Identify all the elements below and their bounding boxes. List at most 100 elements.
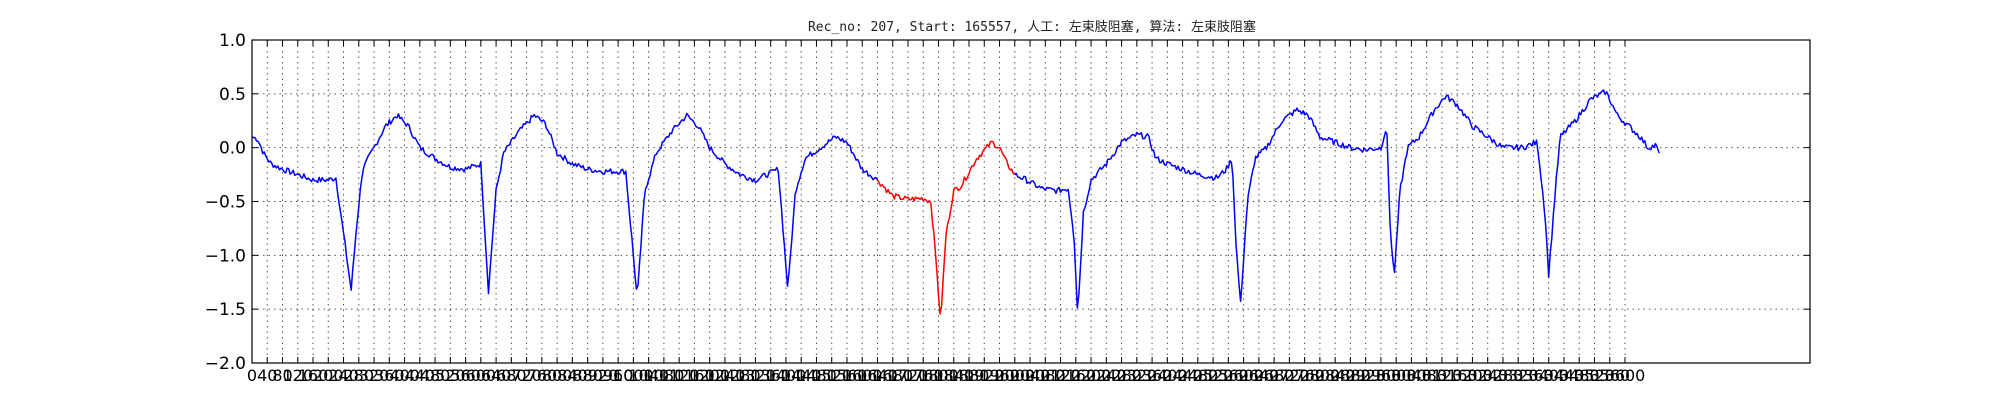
x-tick-label: 2960: [1361, 366, 1402, 385]
y-axis: 1.0 0.5 0.0 −0.5 −1.0 −1.5 −2.0: [205, 31, 1810, 374]
x-tick-label: 1240: [705, 366, 746, 385]
x-tick-label: 1840: [933, 366, 974, 385]
x-tick-label: 2720: [1269, 366, 1310, 385]
x-tick-label: 840: [557, 366, 588, 385]
x-tick-label: 1000: [613, 366, 654, 385]
x-tick-label: 1560: [827, 366, 868, 385]
y-tick-label: −0.5: [205, 193, 246, 213]
x-tick-label: 2440: [1162, 366, 1203, 385]
x-tick-label: 1320: [735, 366, 776, 385]
x-tick-label: 3440: [1544, 366, 1585, 385]
chart-title: Rec_no: 207, Start: 165557, 人工: 左束肢阻塞, 算…: [808, 19, 1256, 35]
x-tick-label: 120: [282, 366, 313, 385]
x-tick-label: 2520: [1193, 366, 1234, 385]
x-tick-label: 1720: [888, 366, 929, 385]
x-tick-label: 240: [328, 366, 359, 385]
x-tick-label: 1480: [796, 366, 837, 385]
grid: [252, 40, 1810, 363]
x-tick-label: 960: [603, 366, 634, 385]
x-tick-label: 2240: [1086, 366, 1127, 385]
x-tick-label: 1760: [903, 366, 944, 385]
x-tick-label: 2120: [1040, 366, 1081, 385]
x-tick-label: 760: [527, 366, 558, 385]
x-tick-label: 2160: [1055, 366, 1096, 385]
x-tick-label: 3480: [1559, 366, 1600, 385]
x-tick-label: 3600: [1605, 366, 1646, 385]
x-tick-label: 160: [298, 366, 329, 385]
x-tick-label: 320: [359, 366, 390, 385]
x-tick-label: 3560: [1589, 366, 1630, 385]
x-tick-label: 2800: [1300, 366, 1341, 385]
x-tick-label: 1040: [628, 366, 669, 385]
y-tick-label: −1.0: [205, 246, 246, 266]
x-tick-label: 360: [374, 366, 405, 385]
x-tick-label: 0: [247, 366, 257, 385]
x-tick-label: 1360: [750, 366, 791, 385]
x-tick-label: 3160: [1437, 366, 1478, 385]
x-axis: 0 408012016020024028032036040044048052056…: [247, 40, 1645, 385]
x-tick-label: 1880: [949, 366, 990, 385]
x-tick-label: 3200: [1452, 366, 1493, 385]
x-tick-label: 2600: [1223, 366, 1264, 385]
x-tick-label: 3040: [1391, 366, 1432, 385]
x-tick-label: 440: [405, 366, 436, 385]
x-tick-label: 1200: [689, 366, 730, 385]
x-tick-label: 3360: [1513, 366, 1554, 385]
x-tick-label: 2000: [994, 366, 1035, 385]
y-tick-label: −1.5: [205, 300, 246, 320]
x-tick-label: 3320: [1498, 366, 1539, 385]
x-tick-label: 600: [466, 366, 497, 385]
x-tick-label: 2480: [1177, 366, 1218, 385]
y-tick-label: 0.0: [219, 139, 246, 159]
x-tick-label: 1280: [720, 366, 761, 385]
ecg-series-2: [1014, 89, 1660, 309]
x-tick-label: 1080: [644, 366, 685, 385]
x-tick-label: 2760: [1284, 366, 1325, 385]
x-tick-label: 3520: [1574, 366, 1615, 385]
x-tick-label: 1520: [811, 366, 852, 385]
x-tick-label: 2080: [1025, 366, 1066, 385]
x-tick-label: 2560: [1208, 366, 1249, 385]
x-tick-label: 3080: [1406, 366, 1447, 385]
x-tick-label: 2840: [1315, 366, 1356, 385]
x-tick-label: 1400: [766, 366, 807, 385]
y-tick-label: 0.5: [219, 85, 246, 105]
x-tick-label: 3280: [1483, 366, 1524, 385]
x-tick-label: 680: [496, 366, 527, 385]
x-tick-label: 1160: [674, 366, 715, 385]
x-tick-label: 920: [588, 366, 619, 385]
x-tick-label: 3400: [1528, 366, 1569, 385]
x-tick-label: 1440: [781, 366, 822, 385]
x-tick-label: 2200: [1071, 366, 1112, 385]
x-tick-label: 3000: [1376, 366, 1417, 385]
ecg-series-0: [251, 112, 879, 295]
plot-frame: [251, 39, 1811, 364]
x-tick-label: 2040: [1010, 366, 1051, 385]
x-tick-label: 480: [420, 366, 451, 385]
x-tick-label: 1800: [918, 366, 959, 385]
x-tick-label: 2320: [1116, 366, 1157, 385]
x-tick-label: 2280: [1101, 366, 1142, 385]
x-tick-label: 1640: [857, 366, 898, 385]
x-tick-label: 880: [572, 366, 603, 385]
x-tick-label: 560: [450, 366, 481, 385]
ecg-series-1: [876, 140, 1016, 315]
x-tick-label: 2880: [1330, 366, 1371, 385]
x-tick-label: 1600: [842, 366, 883, 385]
x-tick-label: 2680: [1254, 366, 1295, 385]
x-tick-label: 2400: [1147, 366, 1188, 385]
x-tick-label: 80: [272, 366, 292, 385]
x-tick-label: 520: [435, 366, 466, 385]
x-tick-label: 1960: [979, 366, 1020, 385]
y-tick-label: −2.0: [205, 354, 246, 374]
x-tick-label: 2360: [1132, 366, 1173, 385]
x-tick-label: 3240: [1467, 366, 1508, 385]
x-tick-label: 40: [257, 366, 277, 385]
x-tick-label: 1920: [964, 366, 1005, 385]
series-layer: [251, 89, 1660, 315]
x-tick-label: 3120: [1422, 366, 1463, 385]
x-tick-label: 2640: [1239, 366, 1280, 385]
x-tick-label: 800: [542, 366, 573, 385]
